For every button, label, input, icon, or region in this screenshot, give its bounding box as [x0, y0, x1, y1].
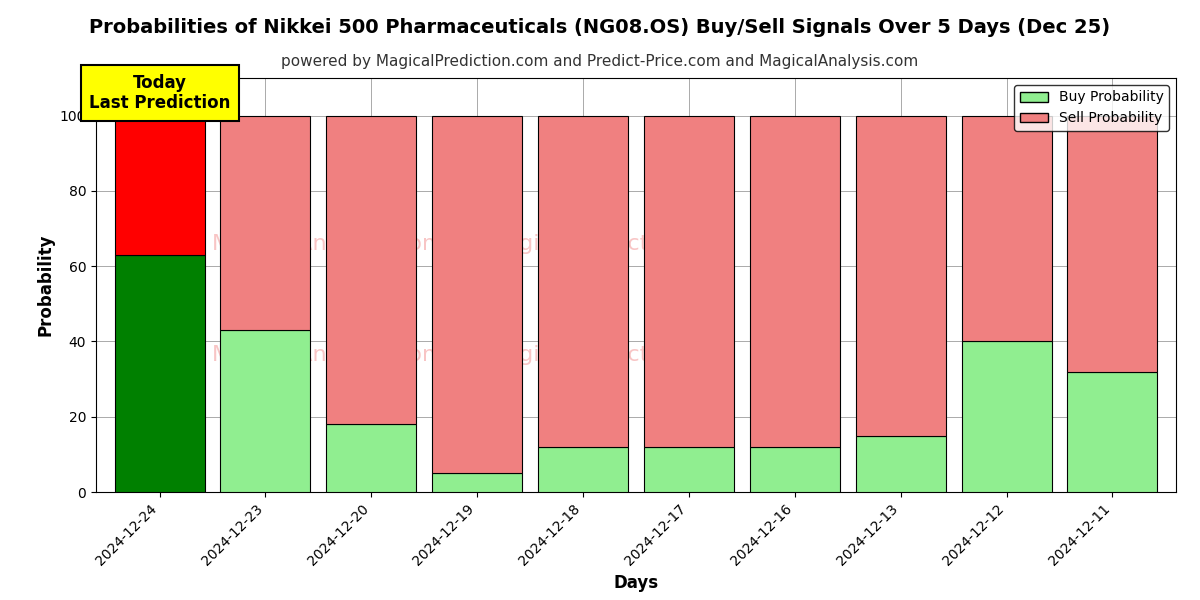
- Bar: [538, 116, 628, 447]
- Text: MagicalAnalysis.com      MagicalPrediction.com: MagicalAnalysis.com MagicalPrediction.co…: [211, 346, 737, 365]
- Bar: [432, 473, 522, 492]
- Bar: [114, 255, 204, 492]
- Text: Today
Last Prediction: Today Last Prediction: [89, 74, 230, 112]
- Bar: [961, 116, 1051, 341]
- Bar: [750, 447, 840, 492]
- Legend: Buy Probability, Sell Probability: Buy Probability, Sell Probability: [1014, 85, 1169, 131]
- Bar: [326, 424, 416, 492]
- Bar: [856, 116, 946, 436]
- Bar: [1068, 116, 1158, 371]
- Bar: [1068, 371, 1158, 492]
- Bar: [644, 116, 734, 447]
- Bar: [856, 436, 946, 492]
- Text: Probabilities of Nikkei 500 Pharmaceuticals (NG08.OS) Buy/Sell Signals Over 5 Da: Probabilities of Nikkei 500 Pharmaceutic…: [90, 18, 1110, 37]
- Y-axis label: Probability: Probability: [36, 234, 54, 336]
- Text: MagicalAnalysis.com      MagicalPrediction.com: MagicalAnalysis.com MagicalPrediction.co…: [211, 233, 737, 254]
- Bar: [221, 330, 311, 492]
- X-axis label: Days: Days: [613, 574, 659, 592]
- Bar: [432, 116, 522, 473]
- Text: powered by MagicalPrediction.com and Predict-Price.com and MagicalAnalysis.com: powered by MagicalPrediction.com and Pre…: [281, 54, 919, 69]
- Bar: [221, 116, 311, 330]
- Bar: [750, 116, 840, 447]
- Bar: [644, 447, 734, 492]
- Bar: [326, 116, 416, 424]
- Bar: [114, 116, 204, 255]
- Bar: [961, 341, 1051, 492]
- Bar: [538, 447, 628, 492]
